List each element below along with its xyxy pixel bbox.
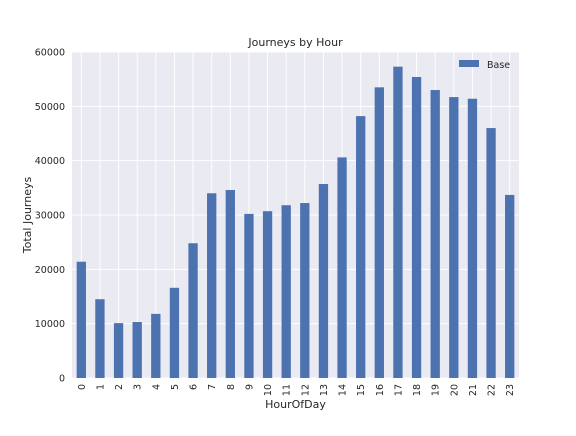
x-tick-label: 16 [375, 384, 386, 396]
y-axis-label: Total Journeys [21, 177, 34, 255]
bars [76, 66, 515, 379]
bar-hour-6 [188, 243, 198, 378]
y-tick-label: 40000 [35, 156, 65, 167]
y-tick-label: 20000 [35, 265, 65, 276]
bar-hour-4 [151, 313, 161, 378]
y-axis-ticks: 0 10000 20000 30000 40000 50000 60000 [35, 48, 65, 385]
bar-hour-21 [467, 98, 478, 378]
bar-hour-23 [505, 194, 515, 378]
x-tick-label: 3 [133, 384, 144, 390]
y-tick-label: 30000 [35, 211, 65, 222]
legend-label: Base [487, 60, 510, 71]
bar-hour-22 [486, 128, 496, 378]
x-tick-label: 14 [338, 384, 349, 396]
x-tick-label: 6 [189, 384, 200, 390]
x-tick-label: 20 [449, 384, 460, 396]
bar-hour-0 [76, 261, 86, 378]
x-tick-label: 7 [207, 384, 218, 390]
bar-hour-7 [207, 193, 217, 378]
x-tick-label: 0 [77, 384, 88, 390]
bar-hour-13 [318, 184, 329, 378]
x-tick-label: 17 [393, 384, 404, 396]
x-tick-label: 13 [319, 384, 330, 396]
x-tick-label: 4 [151, 384, 162, 390]
x-tick-label: 2 [114, 384, 125, 390]
x-axis-label: HourOfDay [265, 398, 326, 411]
x-tick-label: 21 [468, 384, 479, 396]
x-tick-label: 1 [95, 384, 106, 390]
x-tick-label: 9 [244, 384, 255, 390]
x-tick-label: 22 [487, 384, 498, 396]
bar-hour-10 [262, 211, 273, 378]
bar-hour-1 [95, 299, 105, 378]
bar-hour-5 [169, 287, 180, 378]
bar-hour-15 [356, 116, 366, 378]
bar-hour-8 [225, 190, 235, 378]
y-tick-label: 50000 [35, 102, 65, 113]
bar-hour-11 [281, 205, 291, 378]
bar-hour-20 [449, 97, 459, 378]
legend: Base [459, 60, 510, 71]
bar-hour-9 [244, 213, 254, 378]
bar-hour-19 [430, 90, 440, 379]
x-tick-label: 5 [170, 384, 181, 390]
x-tick-label: 23 [505, 384, 516, 396]
x-tick-label: 10 [263, 384, 274, 396]
chart-title: Journeys by Hour [247, 36, 343, 49]
bar-hour-12 [300, 203, 310, 378]
y-tick-label: 0 [59, 374, 65, 385]
x-tick-label: 11 [282, 384, 293, 396]
y-tick-label: 10000 [35, 319, 65, 330]
x-tick-label: 8 [226, 384, 237, 390]
x-tick-label: 18 [412, 384, 423, 396]
bar-hour-17 [393, 66, 403, 379]
x-tick-label: 19 [431, 384, 442, 396]
bar-hour-3 [132, 322, 142, 378]
x-tick-label: 12 [300, 384, 311, 396]
y-tick-label: 60000 [35, 48, 65, 59]
x-axis-ticks: 0 1 2 3 4 5 6 7 8 9 10 11 12 13 14 15 16 17 18 19 20 21 22 23 [77, 384, 516, 396]
x-tick-label: 15 [356, 384, 367, 396]
legend-swatch [459, 60, 479, 67]
bar-hour-18 [411, 76, 422, 378]
bar-hour-16 [374, 87, 384, 379]
bar-hour-2 [113, 323, 124, 378]
bar-hour-14 [337, 157, 347, 378]
